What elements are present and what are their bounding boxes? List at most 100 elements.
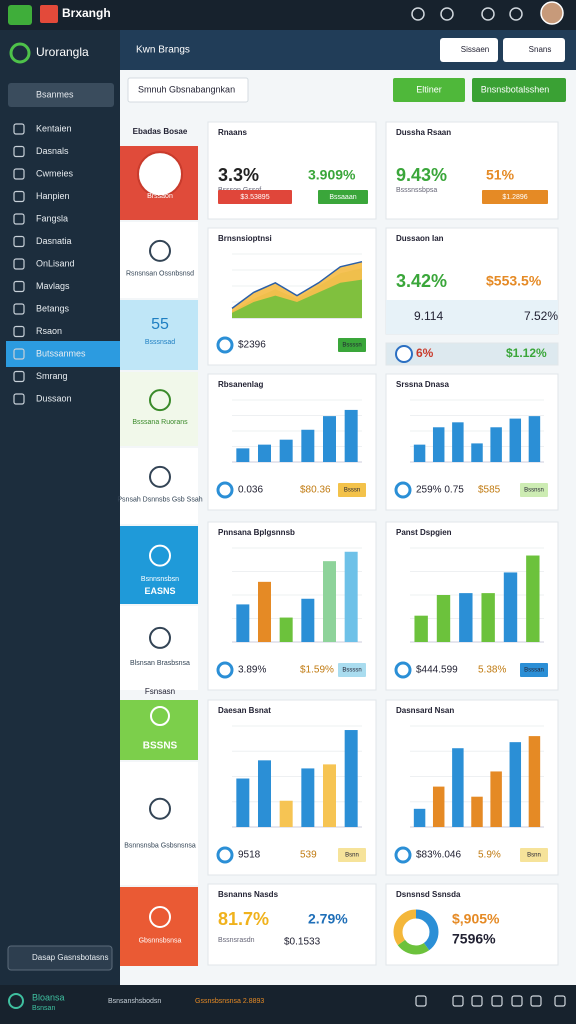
kpi-row-value: 7.52% (524, 309, 558, 323)
footer-sub: Bsnsan (32, 1005, 55, 1012)
sidebar-footer-btn (7, 945, 113, 971)
bar (236, 778, 250, 827)
nav-icon (13, 303, 25, 315)
nav-icon (13, 325, 25, 338)
left-card-icon (149, 544, 171, 567)
toolbar-button-label: Bnsnsbotalsshen (481, 84, 550, 94)
chip (218, 190, 292, 204)
kpi-row-value: $0.1533 (284, 937, 321, 948)
chip-label: $1.2896 (502, 194, 527, 201)
bar (301, 598, 315, 642)
nav-item[interactable]: Kentaien (36, 123, 72, 133)
kpi-value: 9.43% (396, 165, 447, 185)
bar (344, 409, 358, 462)
chip-label: Bssaaan (329, 194, 356, 201)
donut-segment (393, 909, 439, 955)
widget-title: Rnaans (218, 128, 247, 137)
left-card-icon (150, 706, 170, 726)
chip-label: Bsnn (345, 853, 359, 859)
bar (236, 604, 250, 642)
footer-icon[interactable] (415, 995, 427, 1007)
left-card-label: Brssaon (147, 193, 173, 200)
kpi-value: $1.12% (506, 346, 547, 360)
left-card-label: Fsnsasn (145, 687, 175, 696)
toolbar-button[interactable] (393, 78, 465, 102)
kpi-value: 6% (416, 346, 434, 360)
header-button[interactable] (503, 38, 565, 62)
nav-icon (13, 348, 25, 360)
chip (520, 848, 548, 862)
footer-link: Bsnsanshsbodsn (108, 998, 161, 1005)
header (120, 30, 576, 70)
widget-title: Srssna Dnasa (396, 380, 449, 389)
avatar[interactable] (540, 1, 564, 25)
bar (258, 581, 271, 642)
footer-icon[interactable] (452, 995, 464, 1007)
header-button[interactable] (440, 38, 498, 62)
kpi-value: 7596% (452, 931, 496, 947)
bar (279, 800, 293, 827)
nav-item[interactable]: Dasnals (36, 146, 69, 156)
top-icon[interactable] (509, 7, 523, 21)
nav-icon (13, 393, 25, 405)
left-card-icon (149, 797, 171, 820)
menu-button (8, 5, 32, 25)
bar (432, 427, 445, 462)
widget-title: Rbsanenlag (218, 380, 263, 389)
kpi-row-value: 9.114 (414, 309, 443, 323)
nav-item[interactable]: Smrang (36, 371, 68, 381)
nav-item[interactable]: Cwmeies (36, 168, 74, 178)
top-icon[interactable] (411, 7, 425, 21)
nav-item[interactable]: Dasnatia (36, 236, 72, 246)
kpi-value: 3.909% (308, 167, 356, 183)
chip (318, 190, 368, 204)
bar (452, 748, 464, 827)
left-card-label: Blsnsan Brasbsnsa (130, 660, 190, 667)
top-icon[interactable] (440, 7, 454, 21)
nav-item[interactable]: Butssanmes (36, 348, 86, 358)
footer-icon[interactable] (554, 995, 566, 1007)
nav-item[interactable]: OnLisand (36, 258, 75, 268)
donut-segment (393, 909, 439, 955)
nav-item[interactable]: Hanpien (36, 191, 70, 201)
nav-item[interactable]: Fangsla (36, 213, 68, 223)
widget-title: Dsnsnsd Ssnsda (396, 890, 461, 899)
bar (323, 416, 336, 462)
chip (338, 663, 366, 677)
header-title: Kwn Brangs (136, 45, 190, 56)
nav-item[interactable]: Mavlags (36, 281, 70, 291)
bar (459, 593, 473, 642)
widget-footer-value: 3.89% (238, 665, 266, 676)
nav-item[interactable]: Rsaon (36, 326, 62, 336)
left-card-label: Bsnnsnsba Gsbsnsnsa (124, 842, 196, 849)
footer-icon[interactable] (491, 995, 503, 1007)
footer-icon[interactable] (511, 995, 523, 1007)
toolbar-search-label: Smnuh Gbsnabangnkan (138, 84, 235, 94)
bar (344, 551, 358, 642)
header-button-label: Sissaen (461, 45, 489, 54)
nav-item[interactable]: Betangs (36, 303, 70, 313)
bar (413, 444, 426, 462)
bar (490, 771, 502, 827)
toolbar-button[interactable] (472, 78, 566, 102)
widget-title: Bsnanns Nasds (218, 890, 279, 899)
header-button-label: Snans (529, 45, 552, 54)
bar (490, 427, 502, 462)
nav-active (6, 341, 120, 367)
footer-icon[interactable] (471, 995, 483, 1007)
widget-footer-value: 9518 (238, 850, 261, 861)
footer-icon[interactable] (530, 995, 542, 1007)
left-card-icon (137, 151, 183, 198)
left-card-label: Bsnnsnsbsn (141, 576, 179, 583)
footer-link: Gssnsbsnsnsa 2.8893 (195, 998, 264, 1005)
toolbar-search[interactable] (127, 77, 249, 103)
chip (520, 663, 548, 677)
footer-icon (394, 846, 412, 864)
left-card-value: BSSNS (143, 741, 178, 752)
kpi-value: 3.42% (396, 271, 447, 291)
nav-item[interactable]: Dussaon (36, 393, 72, 403)
chip (338, 483, 366, 497)
top-icon[interactable] (481, 7, 495, 21)
kpi-row (386, 300, 558, 334)
footer-logo (8, 993, 24, 1009)
